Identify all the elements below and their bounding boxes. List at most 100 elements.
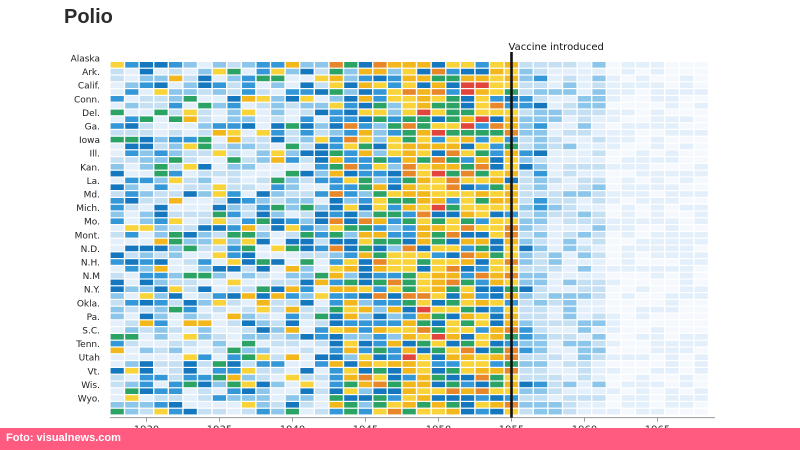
heatmap-cell bbox=[169, 306, 183, 313]
heatmap-cell bbox=[242, 381, 256, 388]
heatmap-cell bbox=[490, 313, 504, 320]
heatmap-cell bbox=[358, 368, 372, 374]
heatmap-cell bbox=[169, 123, 183, 129]
heatmap-cell bbox=[534, 361, 548, 367]
heatmap-cell bbox=[300, 177, 314, 184]
heatmap-cell bbox=[534, 402, 548, 408]
heatmap-cell bbox=[329, 130, 343, 136]
heatmap-cell bbox=[212, 89, 226, 95]
heatmap-cell bbox=[212, 245, 226, 252]
heatmap-cell bbox=[169, 198, 183, 204]
heatmap-cell bbox=[665, 374, 679, 381]
heatmap-cell bbox=[373, 150, 387, 156]
heatmap-cell bbox=[110, 232, 124, 238]
heatmap-cell bbox=[139, 279, 153, 286]
heatmap-cell bbox=[271, 374, 285, 381]
heatmap-cell bbox=[650, 259, 664, 265]
heatmap-cell bbox=[198, 109, 212, 116]
heatmap-cell bbox=[139, 130, 153, 136]
heatmap-cell bbox=[227, 157, 241, 163]
heatmap-cell bbox=[110, 245, 124, 252]
heatmap-cell bbox=[242, 306, 256, 313]
heatmap-cell bbox=[285, 191, 299, 197]
heatmap-cell bbox=[490, 177, 504, 184]
heatmap-cell bbox=[548, 374, 562, 381]
heatmap-cell bbox=[125, 82, 139, 88]
heatmap-cell bbox=[300, 293, 314, 299]
heatmap-cell bbox=[475, 395, 489, 401]
heatmap-cell bbox=[563, 334, 577, 340]
heatmap-cell bbox=[431, 102, 445, 109]
heatmap-cell bbox=[169, 300, 183, 306]
heatmap-cell bbox=[388, 102, 402, 109]
heatmap-cell bbox=[519, 381, 533, 388]
heatmap-cell bbox=[534, 204, 548, 211]
heatmap-cell bbox=[592, 109, 606, 116]
heatmap-cell bbox=[475, 334, 489, 340]
heatmap-cell bbox=[592, 334, 606, 340]
heatmap-cell bbox=[461, 184, 475, 190]
heatmap-cell bbox=[577, 300, 591, 306]
heatmap-cell bbox=[592, 272, 606, 279]
heatmap-cell bbox=[650, 334, 664, 340]
heatmap-cell bbox=[665, 279, 679, 286]
heatmap-cell bbox=[285, 89, 299, 95]
heatmap-cell bbox=[329, 177, 343, 184]
heatmap-cell bbox=[329, 313, 343, 320]
heatmap-cell bbox=[285, 211, 299, 218]
heatmap-cell bbox=[198, 395, 212, 401]
heatmap-cell bbox=[534, 225, 548, 231]
heatmap-cell bbox=[358, 300, 372, 306]
heatmap-cell bbox=[636, 334, 650, 340]
heatmap-cell bbox=[373, 266, 387, 272]
heatmap-cell bbox=[548, 347, 562, 354]
heatmap-cell bbox=[300, 245, 314, 252]
heatmap-cell bbox=[607, 116, 621, 122]
heatmap-cell bbox=[198, 381, 212, 388]
heatmap-cell bbox=[534, 245, 548, 252]
heatmap-cell bbox=[139, 313, 153, 320]
heatmap-cell bbox=[461, 75, 475, 82]
heatmap-cell bbox=[212, 170, 226, 177]
heatmap-cell bbox=[256, 218, 270, 224]
heatmap-cell bbox=[358, 252, 372, 258]
heatmap-cell bbox=[154, 75, 168, 82]
heatmap-cell bbox=[592, 150, 606, 156]
heatmap-cell bbox=[592, 266, 606, 272]
heatmap-cell bbox=[169, 225, 183, 231]
heatmap-cell bbox=[329, 408, 343, 415]
state-label: Ark. bbox=[82, 68, 100, 78]
heatmap-cell bbox=[373, 388, 387, 394]
heatmap-cell bbox=[461, 232, 475, 238]
heatmap-cell bbox=[227, 225, 241, 231]
heatmap-cell bbox=[621, 157, 635, 163]
heatmap-cell bbox=[534, 306, 548, 313]
heatmap-cell bbox=[344, 300, 358, 306]
heatmap-cell bbox=[694, 259, 708, 265]
heatmap-cell bbox=[680, 286, 694, 292]
heatmap-cell bbox=[577, 68, 591, 75]
heatmap-cell bbox=[431, 259, 445, 265]
heatmap-cell bbox=[490, 388, 504, 394]
heatmap-cell bbox=[577, 102, 591, 109]
state-label: Mont. bbox=[75, 231, 100, 241]
heatmap-cell bbox=[636, 340, 650, 347]
heatmap-cell bbox=[154, 320, 168, 326]
heatmap-cell bbox=[519, 361, 533, 367]
heatmap-cell bbox=[680, 62, 694, 68]
heatmap-cell bbox=[154, 62, 168, 68]
heatmap-cell bbox=[563, 374, 577, 381]
heatmap-cell bbox=[650, 198, 664, 204]
heatmap-cell bbox=[139, 75, 153, 82]
heatmap-cell bbox=[431, 245, 445, 252]
heatmap-cell bbox=[680, 395, 694, 401]
heatmap-cell bbox=[198, 177, 212, 184]
heatmap-cell bbox=[358, 211, 372, 218]
heatmap-cell bbox=[563, 143, 577, 150]
heatmap-cell bbox=[139, 354, 153, 360]
heatmap-cell bbox=[285, 68, 299, 75]
heatmap-cell bbox=[139, 109, 153, 116]
heatmap-cell bbox=[315, 109, 329, 116]
heatmap-cell bbox=[665, 164, 679, 170]
heatmap-cell bbox=[242, 340, 256, 347]
